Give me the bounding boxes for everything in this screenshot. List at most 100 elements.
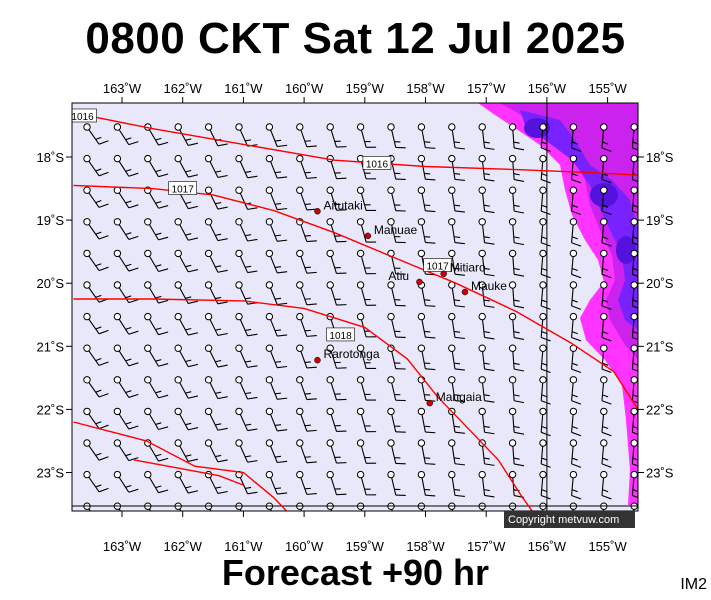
wind-barb [387, 439, 406, 465]
wind-barb [478, 186, 495, 214]
lon-tick-label: 156˚W [528, 81, 567, 96]
wind-barb [83, 344, 109, 366]
wind-barb [296, 376, 317, 401]
wind-barb [508, 186, 525, 214]
station-circle [144, 249, 152, 258]
wind-barb [235, 376, 258, 400]
town-label: Rarotonga [323, 347, 379, 361]
copyright-text: Copyright metvuw.com [508, 514, 619, 526]
wind-barb [144, 376, 169, 399]
station-circle [600, 376, 608, 384]
wind-barb [417, 281, 436, 307]
station-circle [113, 407, 122, 416]
station-circle [478, 376, 486, 384]
station-circle [174, 281, 182, 289]
wind-barb [569, 376, 582, 405]
lon-tick-label: 162˚W [164, 539, 203, 554]
station-circle [630, 407, 638, 416]
wind-barb [356, 186, 377, 212]
wind-barb [326, 249, 347, 274]
wind-barb [508, 249, 525, 277]
wind-barb [478, 249, 495, 277]
wind-barb [478, 407, 495, 435]
station-circle [478, 470, 486, 479]
wind-barb [478, 218, 495, 245]
station-circle [326, 439, 334, 447]
wind-barb [448, 123, 465, 150]
station-circle [265, 344, 274, 352]
station-circle [174, 123, 182, 131]
town-marker [314, 208, 321, 215]
wind-barb [265, 218, 288, 242]
station-circle [387, 123, 395, 131]
wind-barb [83, 407, 109, 430]
station-circle [204, 312, 213, 321]
wind-barb [144, 470, 169, 494]
wind-barb [387, 186, 406, 212]
station-circle [417, 439, 426, 447]
rain-core [524, 118, 550, 138]
wind-barb [539, 249, 551, 279]
station-circle [600, 312, 608, 321]
wind-barb [296, 470, 317, 495]
station-circle [387, 281, 395, 289]
wind-barb [539, 186, 551, 216]
wind-barb [417, 312, 436, 339]
wind-barb [296, 154, 317, 179]
wind-barb [204, 407, 228, 431]
lon-tick-label: 158˚W [406, 539, 445, 554]
isobar-label-box [72, 108, 97, 123]
wind-barb [478, 470, 495, 498]
station-circle [448, 376, 456, 384]
station-circle [448, 470, 456, 479]
station-circle [235, 123, 243, 131]
wind-barb [144, 344, 169, 367]
station-circle [235, 218, 243, 226]
station-circle [326, 376, 334, 384]
wind-barb [204, 312, 228, 336]
towns: Aitutaki Manuae Mitiaro Atiu Mauke Rarotonga M… [314, 198, 507, 407]
station-circle [113, 281, 122, 289]
wind-barb [600, 312, 612, 342]
wind-barb [539, 376, 551, 405]
wind-barb [235, 312, 258, 337]
station-circle [539, 439, 547, 447]
station-circle [569, 281, 578, 289]
wind-barb [478, 312, 495, 340]
station-circle [113, 344, 122, 352]
station-circle [144, 218, 152, 226]
station-circle [539, 154, 547, 163]
station-circle [508, 344, 517, 352]
station-circle [265, 407, 274, 416]
isobar-label: 1016 [71, 112, 94, 123]
wind-barb [174, 407, 199, 431]
station-circle [600, 281, 608, 289]
lat-tick-label: 21˚S [37, 339, 65, 354]
wind-barb [326, 470, 347, 496]
wind-barb [204, 376, 228, 400]
station-circle [417, 123, 426, 131]
station-circle [387, 312, 395, 321]
copyright-box [504, 511, 635, 528]
town-marker [314, 356, 321, 364]
wind-barb [569, 470, 582, 500]
wind-barb [174, 154, 199, 178]
station-circle [204, 154, 213, 163]
town-marker [440, 270, 447, 277]
wind-barb [630, 186, 638, 214]
wind-barb [539, 281, 551, 310]
wind-barb [600, 218, 612, 247]
wind-barb [174, 439, 199, 463]
station-circle [204, 439, 213, 447]
station-circle [204, 376, 213, 384]
axis-ticks: 163˚W 163˚W 162˚W 162˚W 161˚W 161˚W 160˚W 160˚W… [37, 81, 674, 554]
station-circle [387, 376, 395, 384]
station-circle [83, 249, 91, 258]
station-circle [235, 407, 243, 416]
station-circle [508, 154, 517, 163]
station-circle [144, 407, 152, 416]
wind-barb [417, 218, 436, 244]
station-circle [174, 218, 182, 226]
station-circle [448, 439, 456, 447]
